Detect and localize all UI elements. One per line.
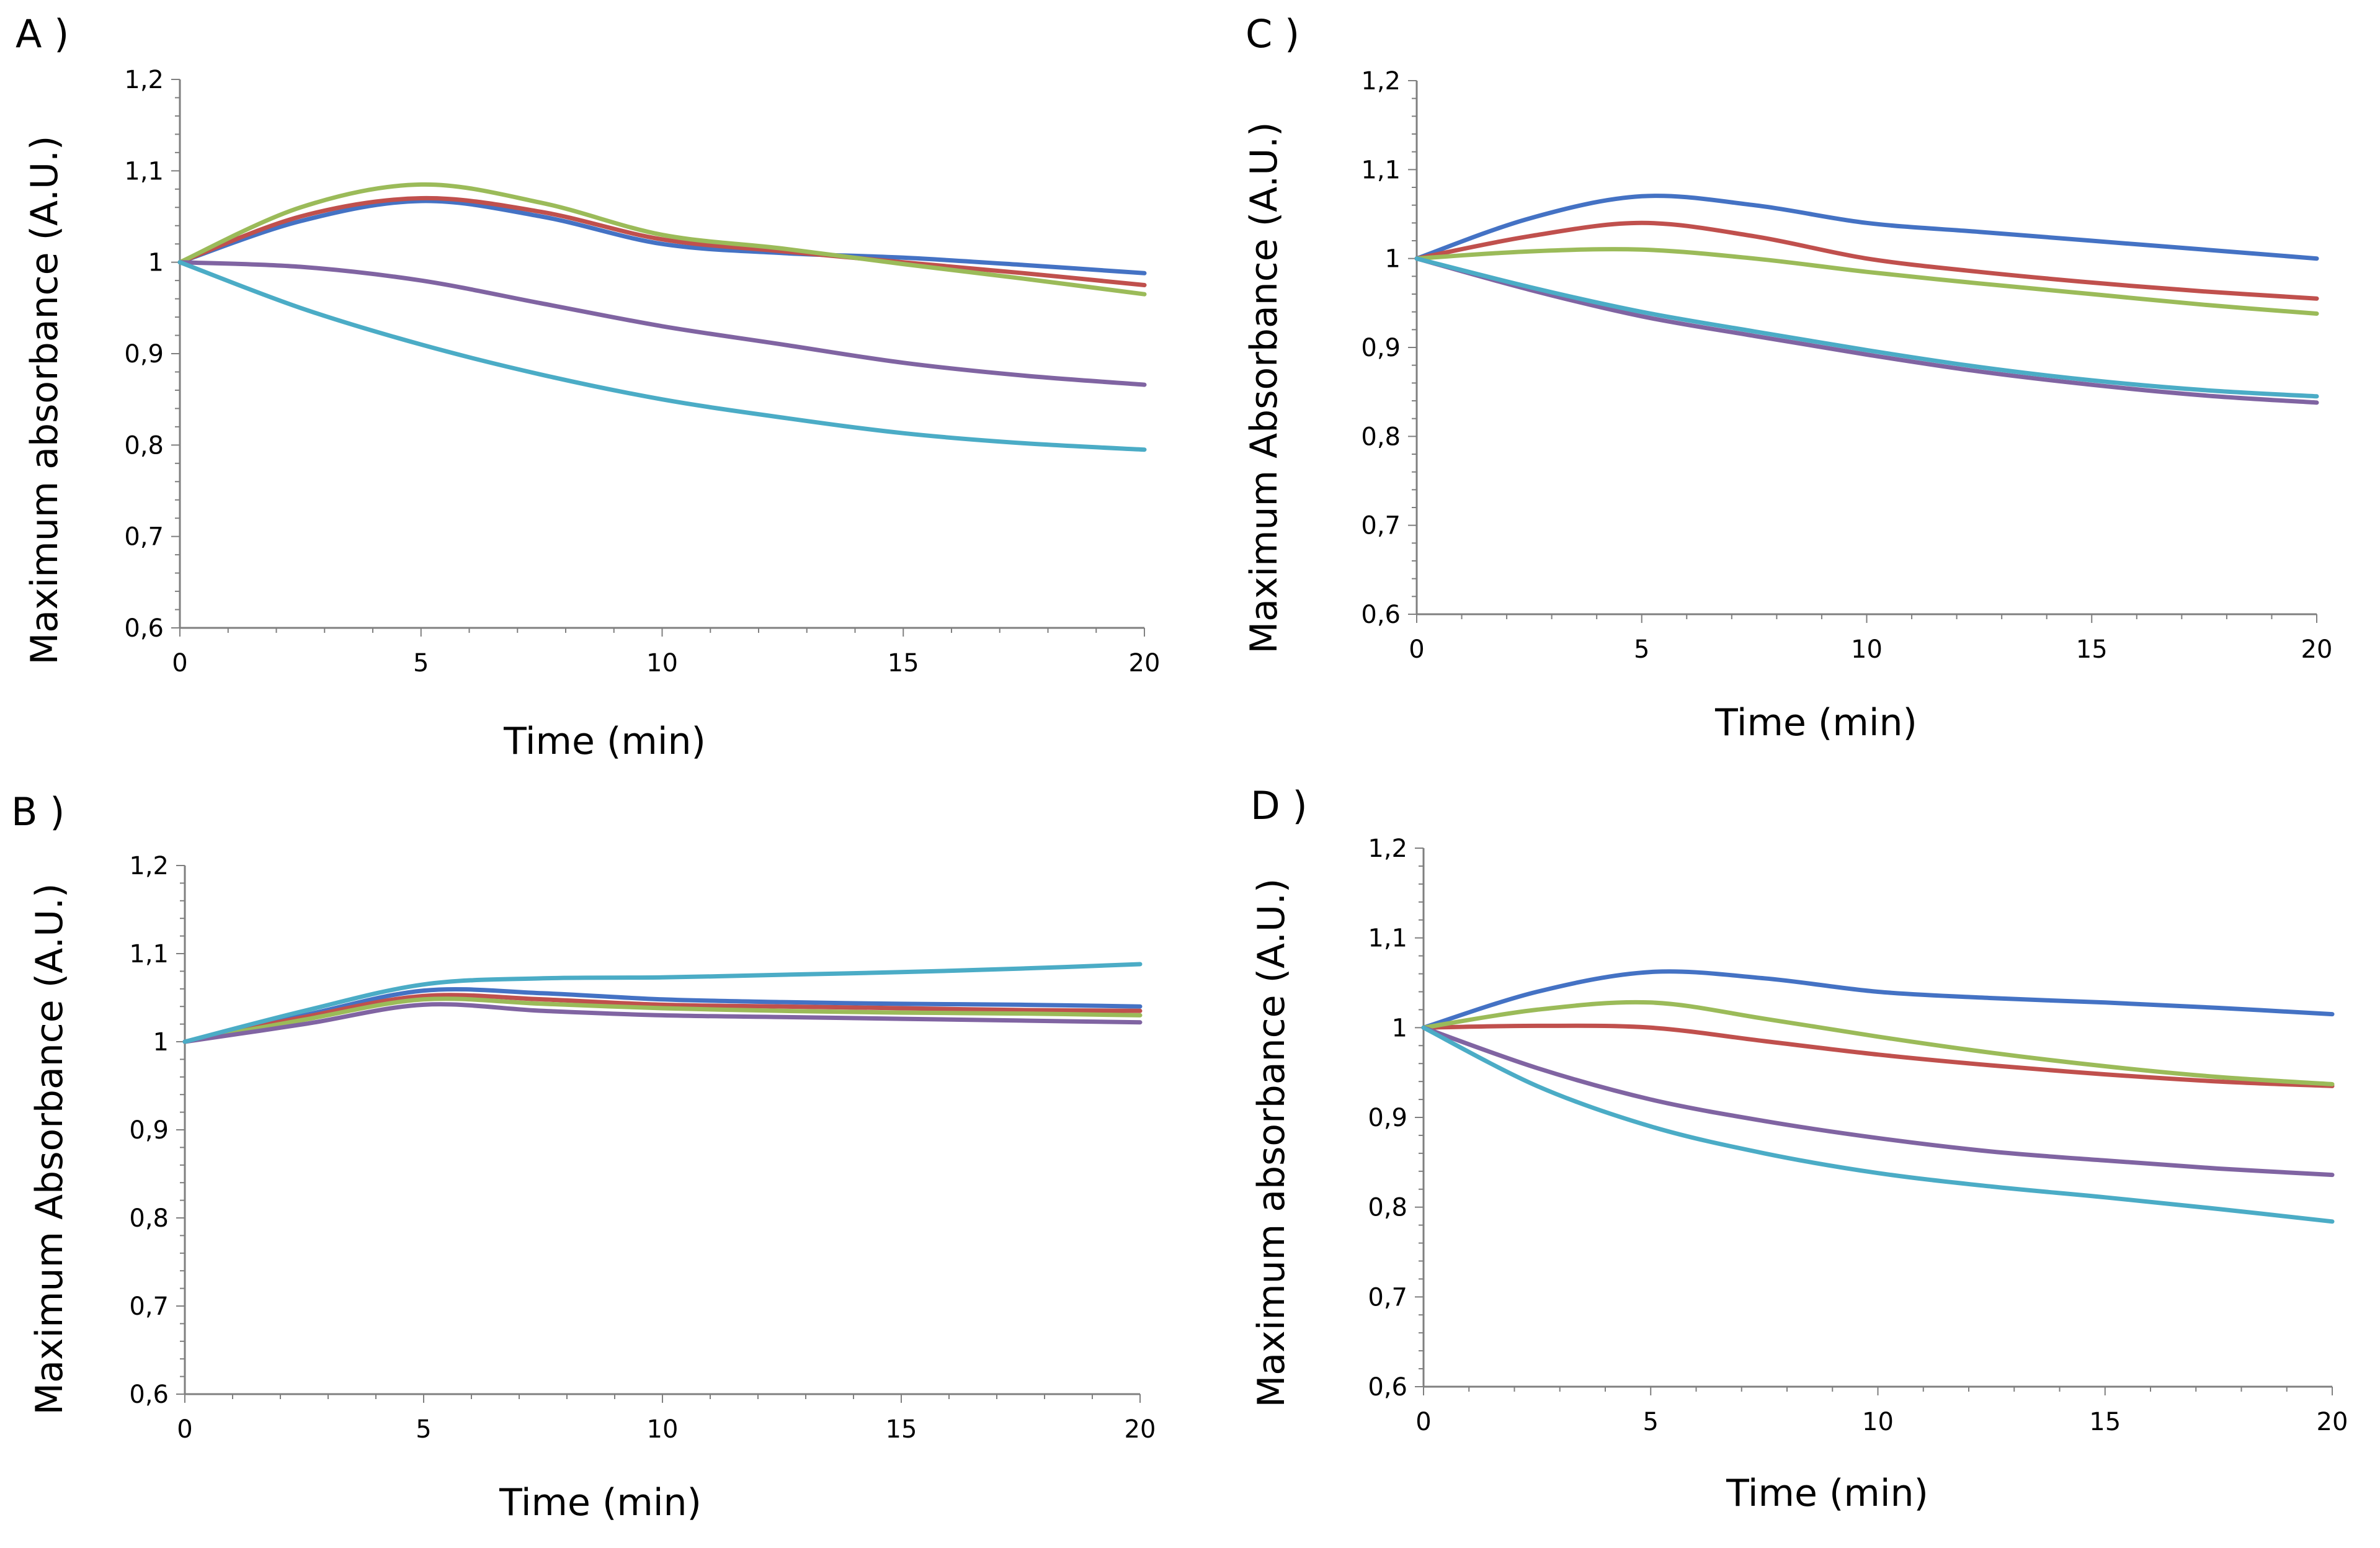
x-tick-label: 15	[2076, 635, 2108, 664]
y-tick-label: 0,8	[1368, 1194, 1407, 1222]
series-line-5	[1414, 256, 2319, 399]
x-tick-label: 5	[1634, 635, 1649, 664]
y-tick-label: 0,9	[129, 1116, 169, 1145]
y-tick-label: 0,8	[129, 1204, 169, 1233]
x-tick-label: 5	[413, 649, 429, 678]
series-line-2	[1414, 220, 2319, 301]
x-tick-label: 5	[416, 1415, 431, 1444]
y-tick-label: 0,7	[129, 1292, 169, 1321]
y-tick-label: 0,6	[1361, 601, 1401, 629]
series-line-1	[1414, 194, 2319, 261]
plot-d: 0,6 0,7 0,8 0,9 1 1,1 1,2 0 5 10 15 20	[1368, 834, 2348, 1436]
y-tick-label: 0,9	[124, 340, 164, 369]
x-tick-label: 5	[1643, 1408, 1659, 1436]
series-line-1	[182, 987, 1143, 1044]
panel-label-c: C )	[1246, 11, 1300, 56]
y-tick-label: 1	[1392, 1014, 1407, 1042]
y-tick-label: 0,7	[124, 523, 164, 552]
y-tick-label: 0,6	[124, 614, 164, 643]
x-tick-label: 10	[1862, 1408, 1894, 1436]
y-tick-label: 1,2	[1361, 67, 1401, 96]
plot-c: 0,6 0,7 0,8 0,9 1 1,1 1,2 0 5 10 15 20	[1361, 67, 2333, 664]
x-axis-label-d: Time (min)	[1726, 1472, 1928, 1515]
y-tick-label: 1,1	[1361, 156, 1401, 184]
x-tick-label: 15	[2089, 1408, 2121, 1436]
y-tick-label: 1,1	[129, 940, 169, 969]
y-tick-label: 1	[148, 249, 164, 277]
series-line-5	[182, 962, 1143, 1044]
series-line-2	[1421, 1023, 2335, 1088]
x-tick-label: 15	[886, 1415, 917, 1444]
series-line-2	[182, 993, 1143, 1044]
x-tick-label: 10	[646, 649, 678, 678]
x-tick-label: 10	[647, 1415, 679, 1444]
x-axis-label-a: Time (min)	[504, 720, 706, 763]
y-tick-label: 0,7	[1368, 1283, 1407, 1312]
y-tick-label: 0,6	[129, 1380, 169, 1409]
series-line-4	[1421, 1025, 2335, 1178]
x-tick-label: 0	[177, 1415, 192, 1444]
series-line-3	[1414, 247, 2319, 316]
y-tick-label: 1,2	[129, 852, 169, 880]
y-axis-label-d: Maximum absorbance (A.U.)	[1250, 878, 1293, 1408]
chart-panel-c: C ) 0,6 0,7 0,8 0,9 1 1,1 1,2 0 5 10 15 20 Maximum …	[1190, 0, 2380, 774]
series-line-3	[182, 996, 1143, 1044]
x-tick-label: 15	[888, 649, 919, 678]
panel-label-a: A )	[16, 11, 69, 56]
x-axis-label-c: Time (min)	[1715, 701, 1917, 745]
x-tick-label: 20	[2301, 635, 2333, 664]
y-tick-label: 0,8	[1361, 423, 1401, 451]
x-tick-label: 0	[1409, 635, 1424, 664]
x-tick-label: 20	[1129, 649, 1161, 678]
y-tick-label: 0,9	[1368, 1104, 1407, 1132]
series-line-4	[182, 1002, 1143, 1044]
y-axis-label-b: Maximum Absorbance (A.U.)	[28, 883, 71, 1415]
x-tick-label: 0	[1415, 1408, 1431, 1436]
y-tick-label: 0,9	[1361, 334, 1401, 362]
x-tick-label: 0	[172, 649, 187, 678]
y-tick-label: 1,1	[124, 157, 164, 186]
series-line-4	[1414, 256, 2319, 405]
y-tick-label: 1,2	[1368, 834, 1407, 863]
series-line-1	[1421, 969, 2335, 1030]
x-tick-label: 10	[1851, 635, 1883, 664]
y-tick-label: 1,1	[1368, 924, 1407, 953]
series-line-3	[177, 182, 1147, 297]
y-tick-label: 1,2	[124, 66, 164, 94]
y-axis-label-a: Maximum absorbance (A.U.)	[23, 135, 66, 665]
series-line-5	[1421, 1025, 2335, 1224]
chart-panel-b: B ) 0,6 0,7 0,8 0,9 1 1,1 1,2 0 5 10 15 20 Maximum …	[0, 774, 1190, 1548]
panel-label-d: D )	[1250, 783, 1308, 828]
chart-panel-a: A ) 0,6 0,7 0,8 0,9 1 1,1 1,2 0 5 10 15 20 Maximum …	[0, 0, 1190, 774]
plot-b: 0,6 0,7 0,8 0,9 1 1,1 1,2 0 5 10 15 20	[129, 852, 1156, 1444]
y-tick-label: 0,7	[1361, 512, 1401, 540]
chart-panel-d: D ) 0,6 0,7 0,8 0,9 1 1,1 1,2 0 5 10 15 20 Maximum …	[1190, 774, 2380, 1548]
x-tick-label: 20	[1125, 1415, 1156, 1444]
x-tick-label: 20	[2317, 1408, 2348, 1436]
panel-label-b: B )	[11, 789, 65, 834]
plot-a: 0,6 0,7 0,8 0,9 1 1,1 1,2 0 5 10 15 20	[124, 66, 1161, 678]
y-tick-label: 0,8	[124, 431, 164, 460]
y-tick-label: 1	[1385, 245, 1401, 274]
series-line-1	[177, 199, 1147, 275]
series-line-3	[1421, 1000, 2335, 1086]
series-line-5	[177, 260, 1147, 452]
x-axis-label-b: Time (min)	[499, 1481, 702, 1524]
series-line-4	[177, 260, 1147, 387]
series-line-2	[177, 195, 1147, 287]
y-axis-label-c: Maximum Absorbance (A.U.)	[1242, 122, 1286, 654]
y-tick-label: 0,6	[1368, 1373, 1407, 1402]
y-tick-label: 1	[153, 1028, 169, 1057]
